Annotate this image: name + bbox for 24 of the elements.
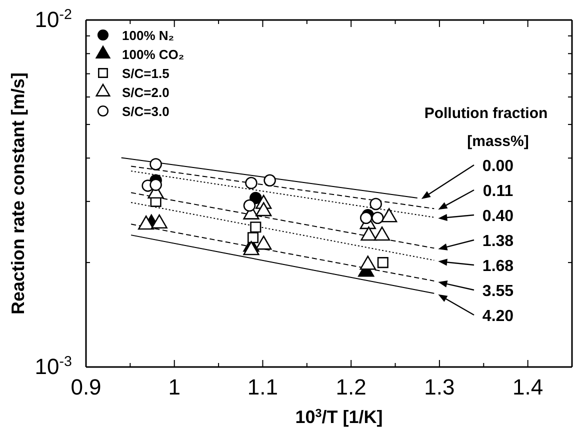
x-tick-label: 1.2 [336,374,366,400]
annotation: 0.40 [482,208,514,225]
annotation: 0.11 [482,183,514,200]
x-axis-title: 10$^{3}$/T [1/K] [295,406,383,427]
x-tick-label: 1 [168,374,180,400]
y-tick-label: 10$^{-2}$ [34,7,72,32]
legend-label: 100% N₂ [122,28,174,43]
x-tick-label: 1.1 [247,374,278,400]
y-tick-label: 10$^{-3}$ [34,354,72,380]
x-tick-label: 0.9 [70,374,102,400]
y-axis-title: Reaction rate constant [m/s] [8,72,28,315]
annotation: 4.20 [482,308,514,325]
legend-label: S/C=1.5 [122,66,170,81]
annotation: 1.38 [482,233,514,250]
x-tick-label: 1.4 [512,374,544,400]
annotation: 3.55 [482,283,514,300]
annotation: 0.00 [482,158,514,175]
annotation: Pollution fraction [424,105,548,122]
annotation: 1.68 [482,258,514,275]
legend-label: S/C=3.0 [122,104,170,119]
legend-label: S/C=2.0 [122,85,170,100]
legend-label: 100% CO₂ [122,47,184,62]
annotation: [mass%] [467,133,529,150]
x-tick-label: 1.3 [424,374,455,400]
